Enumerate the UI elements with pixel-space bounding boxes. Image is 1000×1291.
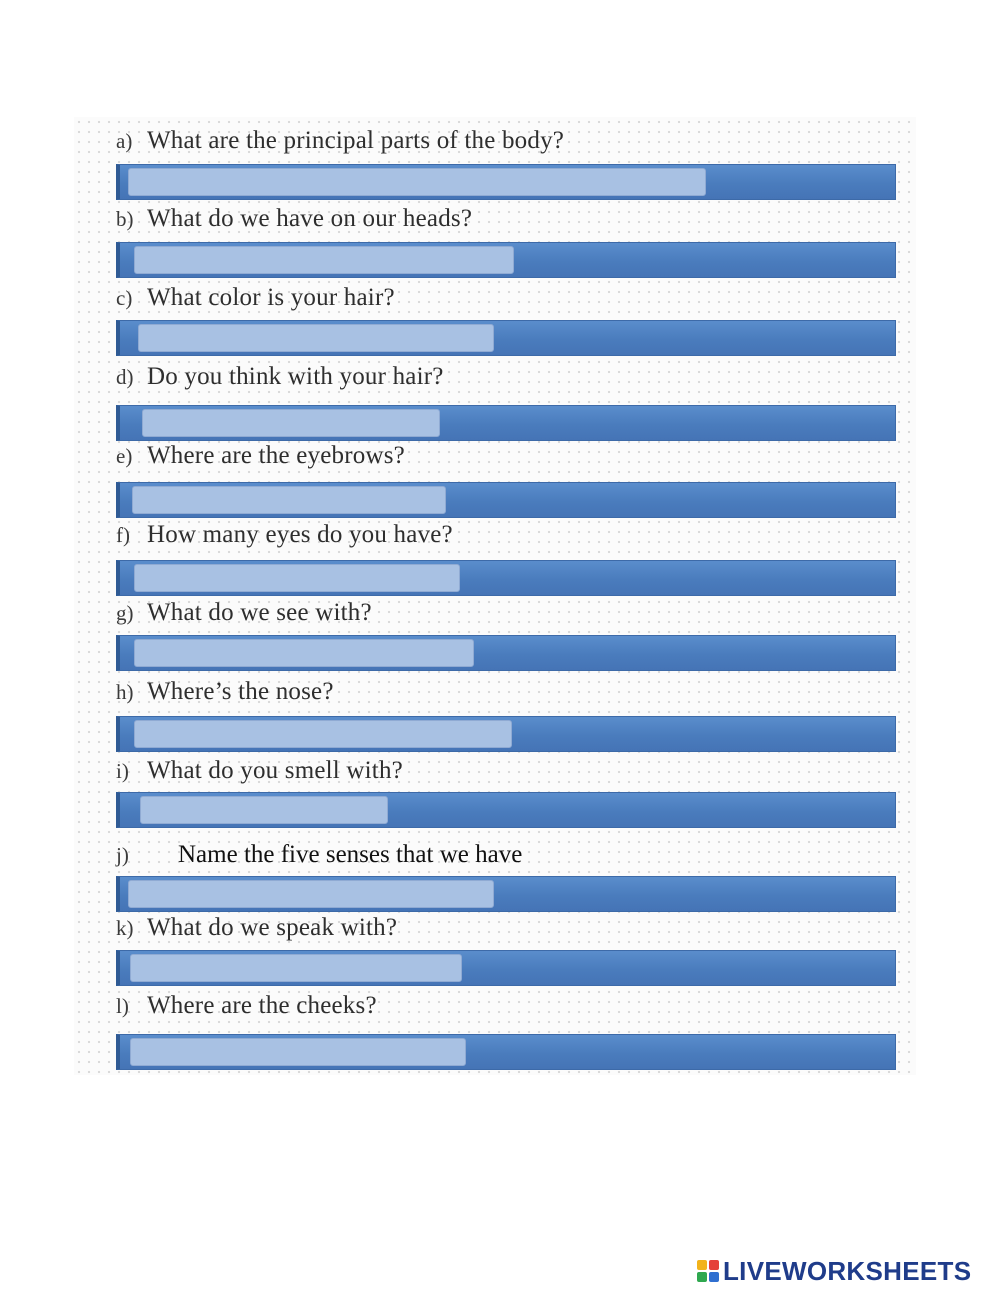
- answer-bar-l: [116, 1034, 896, 1070]
- answer-input-c[interactable]: [138, 324, 494, 352]
- answer-bar-g: [116, 635, 896, 671]
- answer-input-g[interactable]: [134, 639, 474, 667]
- answer-bar-k: [116, 950, 896, 986]
- question-letter: g): [116, 601, 134, 625]
- question-letter: l): [116, 994, 129, 1018]
- answer-input-e[interactable]: [132, 486, 446, 514]
- answer-bar-f: [116, 560, 896, 596]
- question-text: Name the five senses that we have: [178, 841, 523, 868]
- answer-input-l[interactable]: [130, 1038, 466, 1066]
- question-text: Where are the eyebrows?: [147, 442, 405, 469]
- question-letter: e): [116, 444, 133, 468]
- answer-input-h[interactable]: [134, 720, 512, 748]
- question-f: f) How many eyes do you have?: [116, 521, 453, 557]
- answer-bar-h: [116, 716, 896, 752]
- answer-input-b[interactable]: [134, 246, 514, 274]
- question-letter: j): [116, 843, 129, 867]
- answer-input-f[interactable]: [134, 564, 460, 592]
- question-text: Where’s the nose?: [147, 678, 334, 705]
- logo-square-yellow: [697, 1260, 707, 1270]
- logo-square-red: [709, 1260, 719, 1270]
- liveworksheets-logo-icon: [697, 1260, 719, 1282]
- liveworksheets-brand[interactable]: LIVEWORKSHEETS: [697, 1255, 972, 1286]
- question-a: a) What are the principal parts of the bo…: [116, 127, 564, 163]
- question-i: i) What do you smell with?: [116, 757, 403, 793]
- answer-bar-e: [116, 482, 896, 518]
- answer-input-d[interactable]: [142, 409, 440, 437]
- question-g: g) What do we see with?: [116, 599, 372, 635]
- answer-input-a[interactable]: [128, 168, 706, 196]
- answer-bar-i: [116, 792, 896, 828]
- question-text: What do we have on our heads?: [147, 205, 473, 232]
- question-letter: k): [116, 916, 134, 940]
- answer-bar-j: [116, 876, 896, 912]
- answer-input-k[interactable]: [130, 954, 462, 982]
- question-text: What are the principal parts of the body…: [147, 127, 565, 154]
- question-j: j) Name the five senses that we have: [116, 841, 522, 877]
- question-text: What do you smell with?: [147, 757, 403, 784]
- question-letter: c): [116, 286, 133, 310]
- question-text: Where are the cheeks?: [147, 992, 377, 1019]
- question-e: e) Where are the eyebrows?: [116, 442, 405, 478]
- question-text: What color is your hair?: [147, 284, 395, 311]
- question-c: c) What color is your hair?: [116, 284, 395, 320]
- question-k: k) What do we speak with?: [116, 914, 397, 950]
- question-text: Do you think with your hair?: [147, 363, 444, 390]
- answer-bar-c: [116, 320, 896, 356]
- answer-input-j[interactable]: [128, 880, 494, 908]
- brand-name: LIVEWORKSHEETS: [723, 1255, 972, 1286]
- answer-input-i[interactable]: [140, 796, 388, 824]
- question-letter: i): [116, 759, 129, 783]
- question-text: How many eyes do you have?: [147, 521, 453, 548]
- question-text: What do we speak with?: [147, 914, 398, 941]
- question-letter: h): [116, 680, 134, 704]
- question-l: l) Where are the cheeks?: [116, 992, 377, 1028]
- question-letter: a): [116, 129, 133, 153]
- question-d: d) Do you think with your hair?: [116, 363, 444, 399]
- question-b: b) What do we have on our heads?: [116, 205, 472, 241]
- question-h: h) Where’s the nose?: [116, 678, 334, 714]
- question-text: What do we see with?: [147, 599, 372, 626]
- logo-square-blue: [709, 1272, 719, 1282]
- question-letter: f): [116, 523, 130, 547]
- answer-bar-b: [116, 242, 896, 278]
- answer-bar-d: [116, 405, 896, 441]
- answer-bar-a: [116, 164, 896, 200]
- question-letter: d): [116, 365, 134, 389]
- logo-square-green: [697, 1272, 707, 1282]
- question-letter: b): [116, 207, 134, 231]
